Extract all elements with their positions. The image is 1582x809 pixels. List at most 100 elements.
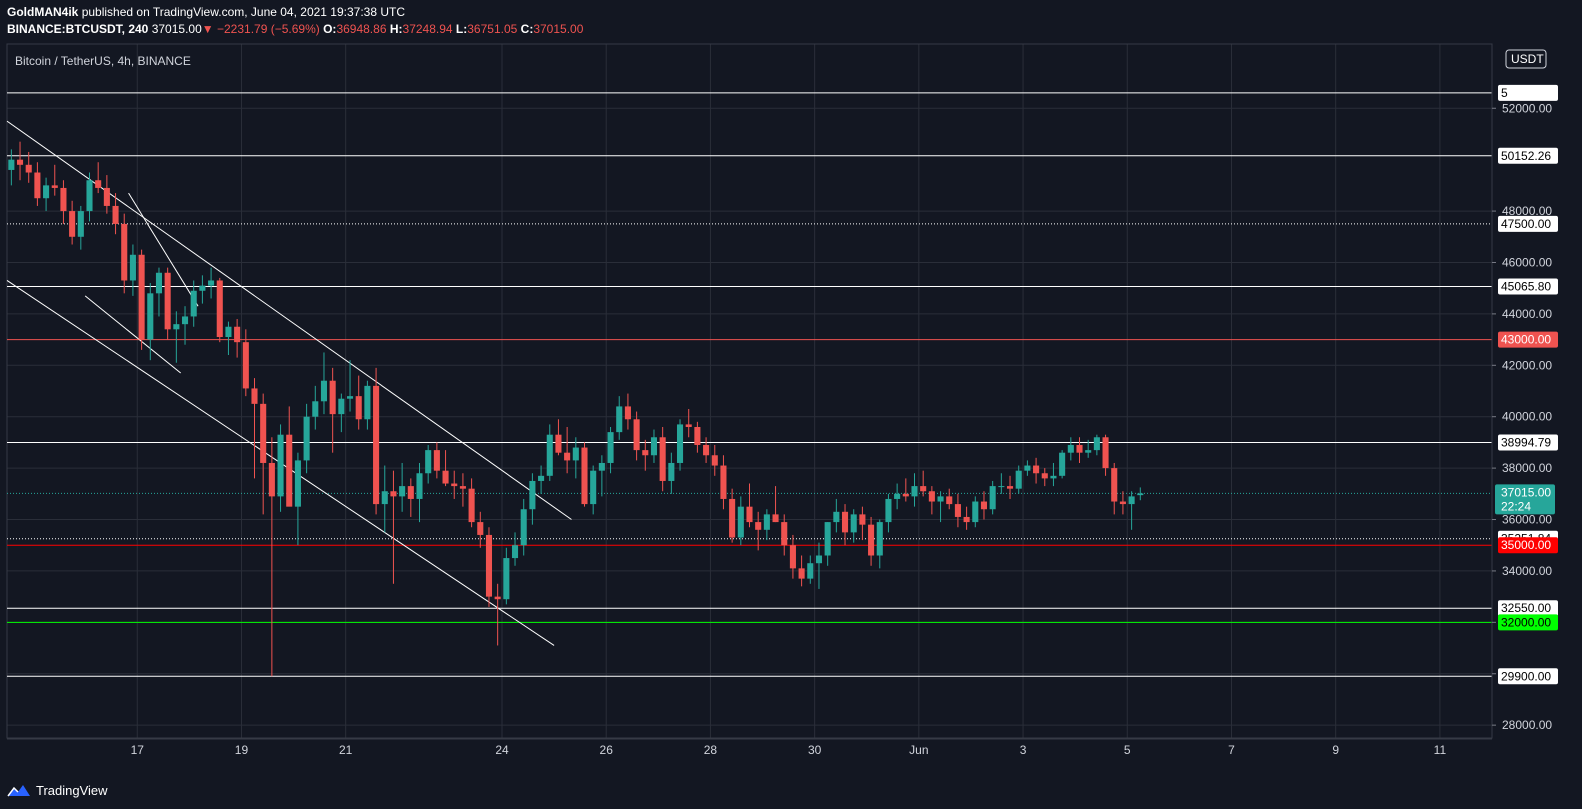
- publish-line: GoldMAN4ik published on TradingView.com,…: [7, 5, 405, 19]
- level-label-text: 32000.00: [1501, 615, 1551, 629]
- candle-body: [511, 545, 519, 559]
- candle-body: [789, 545, 796, 569]
- candle-body: [1059, 452, 1066, 476]
- last-price-text: 37015.00: [1501, 485, 1551, 499]
- candle: [1059, 450, 1066, 479]
- candle-body: [43, 185, 50, 199]
- candle: [121, 213, 128, 294]
- candle-body: [312, 401, 319, 417]
- level-label-text: 5: [1501, 86, 1508, 100]
- trendline: [128, 192, 199, 307]
- candle-body: [346, 396, 354, 399]
- candle-body: [399, 486, 406, 497]
- candle: [729, 488, 736, 543]
- candle-body: [381, 491, 388, 505]
- candle-body: [711, 455, 718, 466]
- candle: [1085, 439, 1092, 458]
- candle-body: [824, 522, 831, 556]
- last-price-bg: [1495, 484, 1555, 515]
- candle: [346, 360, 354, 412]
- candle: [850, 509, 857, 543]
- candlestick-chart[interactable]: 28000.0030000.0032000.0034000.0036000.00…: [0, 0, 1582, 772]
- tradingview-cloud-icon: [7, 785, 30, 797]
- candle: [581, 442, 588, 507]
- level-label-bg: [1498, 331, 1558, 348]
- candle: [1050, 462, 1057, 487]
- candle-body: [477, 522, 484, 535]
- candle-body: [1050, 475, 1057, 479]
- last-price-countdown: 22:24: [1501, 499, 1531, 513]
- candle: [459, 473, 466, 507]
- candle: [598, 455, 605, 497]
- candle-body: [694, 426, 701, 445]
- price-tick-label: 36000.00: [1502, 513, 1552, 527]
- candle: [694, 421, 701, 453]
- candle: [885, 493, 892, 533]
- candle-body: [729, 498, 736, 538]
- candle-body: [433, 450, 440, 471]
- candle: [312, 385, 319, 430]
- level-label: 35000.00: [1498, 537, 1558, 554]
- candle: [95, 162, 102, 194]
- price-tick-label: 52000.00: [1502, 101, 1552, 115]
- candle-body: [329, 380, 336, 415]
- close-value: 37015.00: [533, 22, 584, 36]
- time-tick-label: 7: [1228, 743, 1235, 757]
- level-label: 43000.00: [1498, 331, 1558, 348]
- candle: [77, 205, 84, 250]
- level-label-bg: [1498, 215, 1558, 232]
- candle-body: [1067, 444, 1074, 453]
- price-tick-label: 42000.00: [1502, 358, 1552, 372]
- candle-body: [251, 388, 258, 404]
- candle: [112, 193, 119, 235]
- candle-body: [390, 491, 397, 497]
- candle-body: [16, 159, 24, 165]
- candle: [920, 470, 927, 497]
- candle-body: [320, 380, 328, 402]
- candle-body: [998, 486, 1005, 488]
- candle: [616, 396, 623, 440]
- level-label: 5: [1498, 84, 1558, 101]
- candle-body: [60, 187, 67, 212]
- candle: [277, 424, 284, 512]
- candles: [8, 141, 1144, 677]
- candle: [260, 393, 267, 515]
- level-label-text: 29900.00: [1501, 669, 1551, 683]
- candle-body: [1093, 437, 1100, 451]
- candle: [859, 506, 866, 541]
- candle: [511, 532, 519, 566]
- candle-body: [529, 480, 536, 510]
- author-name[interactable]: GoldMAN4ik: [7, 5, 79, 19]
- currency-badge-box: [1505, 49, 1547, 69]
- candle: [703, 437, 710, 463]
- time-tick-label: 17: [131, 743, 145, 757]
- candle-body: [850, 514, 857, 533]
- level-label-text: 43000.00: [1501, 333, 1551, 347]
- open-value: 36948.86: [336, 22, 387, 36]
- candle: [1093, 434, 1100, 456]
- level-label-bg: [1498, 278, 1558, 295]
- level-label-bg: [1498, 614, 1558, 631]
- candle-body: [1076, 444, 1083, 453]
- candle-body: [129, 254, 136, 281]
- time-tick-label: 3: [1020, 743, 1027, 757]
- candle: [477, 511, 484, 548]
- candle: [529, 473, 536, 525]
- candle: [43, 177, 50, 212]
- candle: [824, 522, 831, 566]
- candle-body: [416, 473, 423, 499]
- level-label: 38994.79: [1498, 434, 1558, 451]
- candle: [807, 555, 814, 584]
- high-value: 37248.94: [402, 22, 453, 36]
- candle: [989, 480, 996, 515]
- candle: [164, 267, 171, 340]
- candle-body: [1137, 493, 1144, 496]
- candle-body: [911, 486, 918, 497]
- candle-body: [859, 514, 866, 525]
- candle: [763, 509, 770, 541]
- candle-body: [564, 452, 571, 461]
- candle: [520, 498, 527, 556]
- tradingview-logo[interactable]: TradingView: [6, 782, 108, 798]
- candle: [911, 473, 918, 507]
